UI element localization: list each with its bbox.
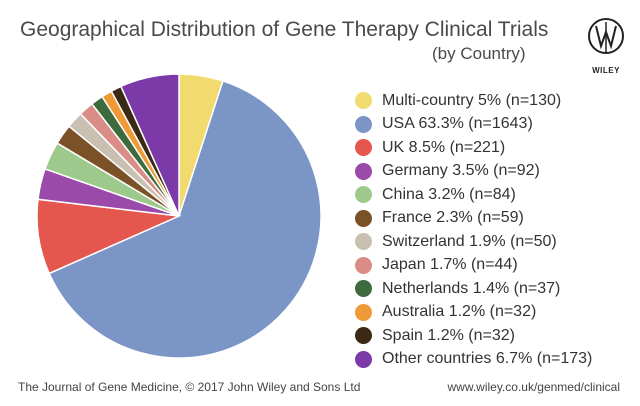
legend-item-australia: Australia 1.2% (n=32): [355, 301, 592, 325]
source-citation: The Journal of Gene Medicine, © 2017 Joh…: [18, 380, 361, 394]
legend-item-spain: Spain 1.2% (n=32): [355, 324, 592, 348]
legend-item-germany: Germany 3.5% (n=92): [355, 160, 592, 184]
legend-swatch: [355, 162, 372, 180]
wiley-logo-text: WILEY: [592, 66, 620, 75]
chart-title: Geographical Distribution of Gene Therap…: [20, 18, 549, 41]
legend-item-other-countries: Other countries 6.7% (n=173): [355, 348, 592, 372]
legend-item-china: China 3.2% (n=84): [355, 183, 592, 207]
legend-label: Australia 1.2% (n=32): [382, 303, 537, 321]
legend-item-uk: UK 8.5% (n=221): [355, 136, 592, 160]
legend-swatch: [355, 256, 372, 274]
legend-swatch: [355, 303, 372, 321]
legend-label: Spain 1.2% (n=32): [382, 326, 515, 344]
legend-swatch: [355, 186, 372, 204]
pie-slice-usa: [48, 80, 322, 359]
legend-swatch: [355, 209, 372, 227]
legend-item-netherlands: Netherlands 1.4% (n=37): [355, 277, 592, 301]
legend-swatch: [355, 350, 372, 368]
legend-label: Japan 1.7% (n=44): [382, 256, 518, 274]
legend-label: China 3.2% (n=84): [382, 185, 516, 203]
legend-item-switzerland: Switzerland 1.9% (n=50): [355, 230, 592, 254]
legend-swatch: [355, 233, 372, 251]
legend-swatch: [355, 280, 372, 298]
legend-swatch: [355, 115, 372, 133]
legend-label: France 2.3% (n=59): [382, 209, 524, 227]
legend-swatch: [355, 327, 372, 345]
legend-label: UK 8.5% (n=221): [382, 138, 506, 156]
legend-label: Germany 3.5% (n=92): [382, 162, 540, 180]
legend-item-france: France 2.3% (n=59): [355, 207, 592, 231]
legend-label: USA 63.3% (n=1643): [382, 115, 533, 133]
pie-slice-other-countries: [119, 73, 180, 217]
legend-label: Switzerland 1.9% (n=50): [382, 232, 557, 250]
wiley-logo-icon: [588, 18, 624, 54]
legend-item-multi-country: Multi-country 5% (n=130): [355, 89, 592, 113]
chart-subtitle: (by Country): [432, 44, 526, 63]
legend-label: Multi-country 5% (n=130): [382, 91, 562, 109]
chart-legend: Multi-country 5% (n=130) USA 63.3% (n=164…: [355, 89, 592, 371]
source-url: www.wiley.co.uk/genmed/clinical: [447, 380, 620, 394]
legend-swatch: [355, 139, 372, 157]
legend-item-japan: Japan 1.7% (n=44): [355, 254, 592, 278]
legend-label: Other countries 6.7% (n=173): [382, 350, 593, 368]
legend-item-usa: USA 63.3% (n=1643): [355, 113, 592, 137]
legend-label: Netherlands 1.4% (n=37): [382, 279, 561, 297]
legend-swatch: [355, 92, 372, 110]
